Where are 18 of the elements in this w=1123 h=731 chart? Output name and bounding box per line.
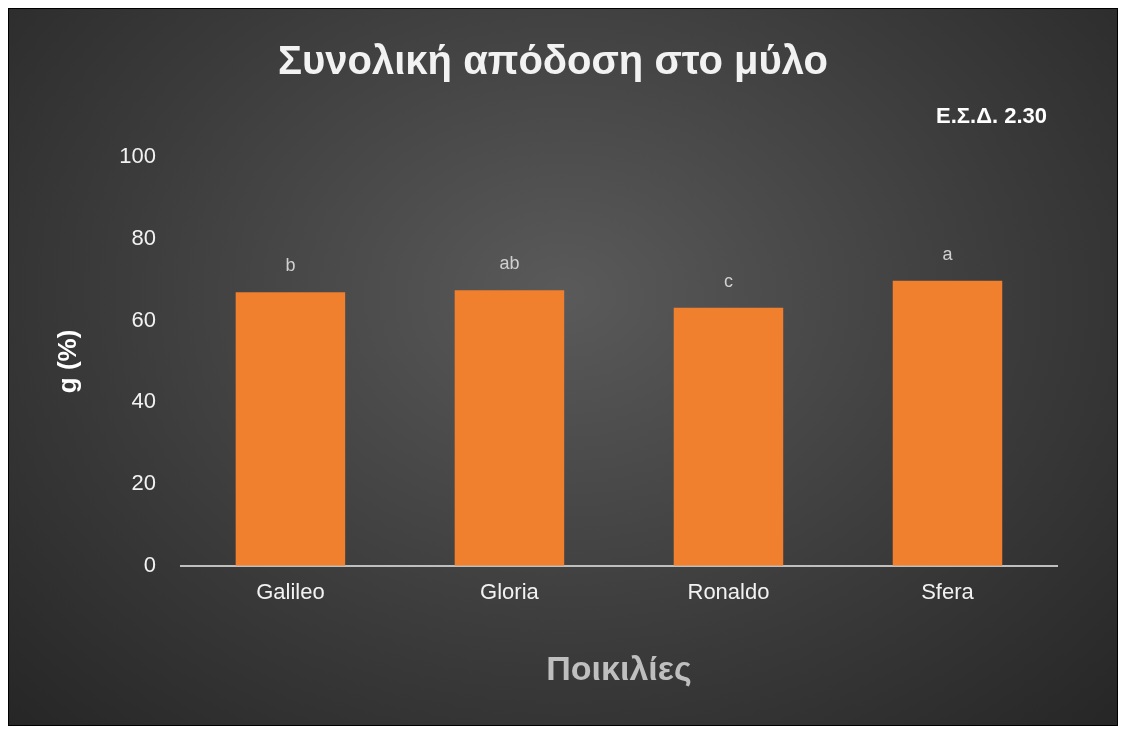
annotation: c (723, 270, 733, 291)
y-tick-label: 40 (131, 388, 156, 414)
y-tick-label: 100 (119, 143, 156, 169)
annotation: b (285, 255, 296, 276)
annotation: a (942, 243, 954, 264)
annotation: ab (499, 253, 520, 274)
x-tick-label: Galileo (256, 579, 325, 605)
x-tick-label: Ronaldo (687, 579, 770, 605)
text: Ε.Σ.Δ. 2.30 (936, 103, 1047, 129)
x-tick-label: Sfera (921, 579, 975, 605)
y-tick-label: 60 (131, 306, 156, 332)
chart-title: Συνολική απόδοση στο μύλο (277, 38, 829, 83)
x-tick-label: Gloria (480, 579, 540, 605)
y-tick-label: 20 (131, 470, 156, 496)
y-tick-label: 80 (131, 224, 156, 250)
y-tick-label: 0 (143, 551, 156, 577)
y-axis-title: g (%) (51, 329, 82, 394)
x-axis-title: Ποικιλίες (546, 648, 692, 687)
